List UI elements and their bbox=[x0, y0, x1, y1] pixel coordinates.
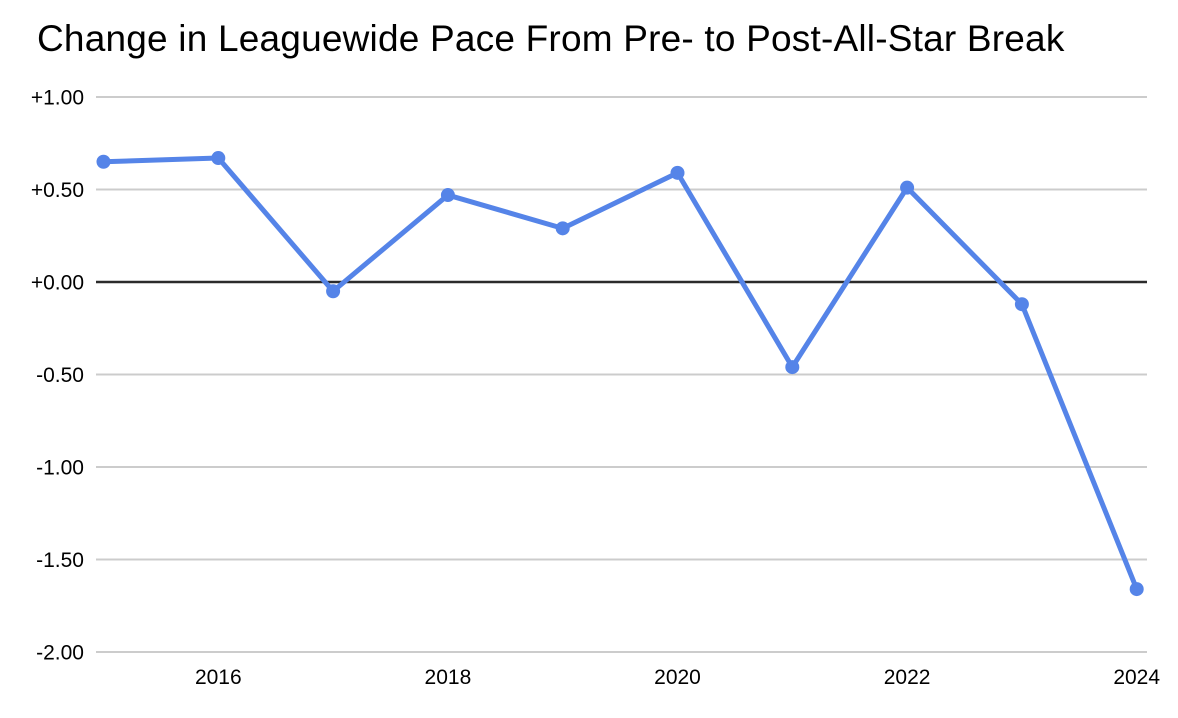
data-point bbox=[1014, 297, 1029, 312]
x-tick-label: 2024 bbox=[1113, 666, 1160, 689]
y-tick-label: -1.50 bbox=[36, 549, 84, 572]
chart-title: Change in Leaguewide Pace From Pre- to P… bbox=[37, 18, 1065, 59]
data-point bbox=[1129, 582, 1144, 597]
x-tick-label: 2016 bbox=[195, 666, 242, 689]
x-tick-label: 2022 bbox=[884, 666, 931, 689]
data-point bbox=[670, 165, 685, 180]
data-point bbox=[900, 180, 915, 195]
data-point bbox=[785, 360, 800, 375]
data-point bbox=[440, 188, 455, 203]
y-tick-label: -0.50 bbox=[36, 364, 84, 387]
data-point bbox=[96, 154, 111, 169]
data-point bbox=[555, 221, 570, 236]
data-line bbox=[101, 155, 1140, 592]
x-tick-label: 2018 bbox=[425, 666, 472, 689]
data-point bbox=[211, 151, 226, 166]
y-tick-label: -1.00 bbox=[36, 457, 84, 480]
y-tick-label: +0.00 bbox=[31, 272, 84, 295]
y-tick-label: +0.50 bbox=[31, 179, 84, 202]
x-tick-label: 2020 bbox=[654, 666, 701, 689]
data-point bbox=[326, 284, 341, 299]
y-tick-label: +1.00 bbox=[31, 87, 84, 110]
y-tick-label: -2.00 bbox=[36, 642, 84, 665]
